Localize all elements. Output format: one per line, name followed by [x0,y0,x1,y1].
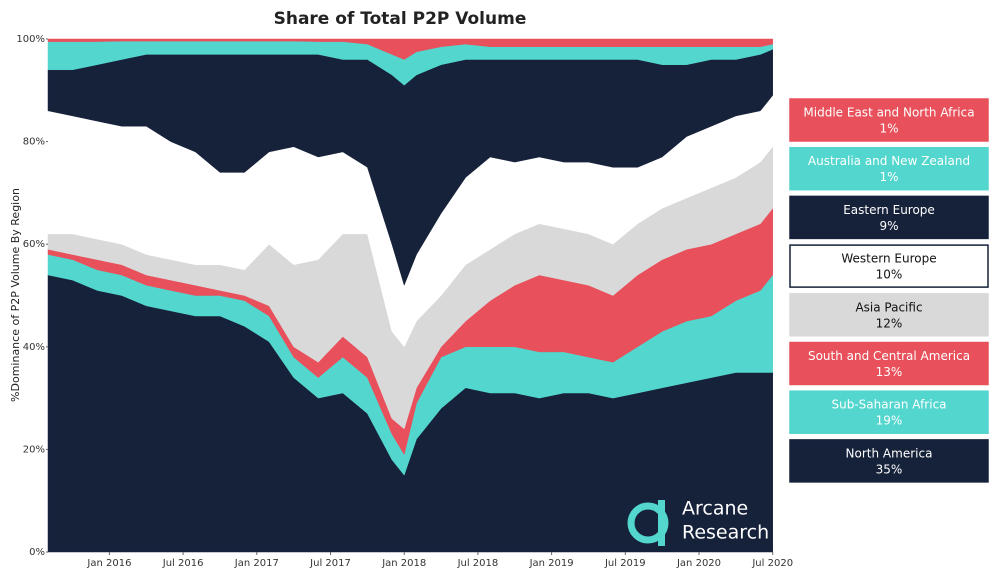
y-tick-label: 80% [23,137,45,148]
x-tick-label: Jan 2016 [86,558,131,569]
y-tick-label: 100% [16,34,45,45]
legend-label: North America [846,446,933,460]
legend-swatch [789,244,989,288]
legend-label: Eastern Europe [843,203,935,217]
x-tick-label: Jan 2017 [234,558,279,569]
legend-label: Western Europe [841,252,936,266]
legend-value: 10% [876,268,903,282]
legend-swatch [789,439,989,483]
chart-title: Share of Total P2P Volume [274,9,527,29]
legend-swatch [789,195,989,240]
x-tick-label: Jan 2018 [381,558,426,569]
x-tick-label: Jul 2018 [457,558,499,569]
legend-label: Australia and New Zealand [808,154,970,168]
y-axis-title: %Dominance of P2P Volume By Region [9,188,22,402]
legend-label: South and Central America [808,349,970,363]
legend-swatch [789,98,989,142]
legend-swatch [789,293,989,337]
x-tick-label: Jul 2016 [162,558,204,569]
x-tick-label: Jul 2020 [751,558,793,569]
legend-value: 35% [876,462,903,476]
legend-value: 1% [879,170,898,184]
y-tick-label: 20% [23,444,45,455]
legend-label: Sub-Saharan Africa [831,398,946,412]
legend-value: 19% [876,414,903,428]
x-tick-label: Jul 2017 [309,558,351,569]
legend-value: 13% [876,365,903,379]
legend-label: Asia Pacific [855,300,922,314]
legend-label: Middle East and North Africa [803,106,974,120]
y-tick-label: 40% [23,342,45,353]
area [47,38,773,60]
legend-value: 1% [879,122,898,136]
watermark-line: Arcane [682,498,748,520]
legend-swatch [789,146,989,191]
x-tick-label: Jan 2020 [676,558,721,569]
logo-bar [658,500,665,546]
legend-value: 12% [876,316,903,330]
x-tick-label: Jan 2019 [529,558,574,569]
legend-swatch [789,341,989,386]
y-tick-label: 60% [23,239,45,250]
logo: Arcane Research [627,498,769,546]
legend-value: 9% [879,219,898,233]
legend-swatch [789,390,989,434]
watermark-line: Research [682,522,769,544]
x-tick-label: Jul 2019 [604,558,646,569]
y-tick-label: 0% [29,547,45,558]
